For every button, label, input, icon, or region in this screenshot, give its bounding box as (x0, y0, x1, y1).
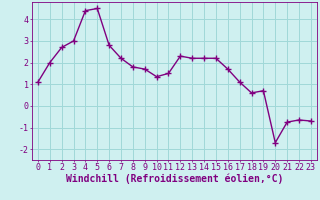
X-axis label: Windchill (Refroidissement éolien,°C): Windchill (Refroidissement éolien,°C) (66, 174, 283, 184)
